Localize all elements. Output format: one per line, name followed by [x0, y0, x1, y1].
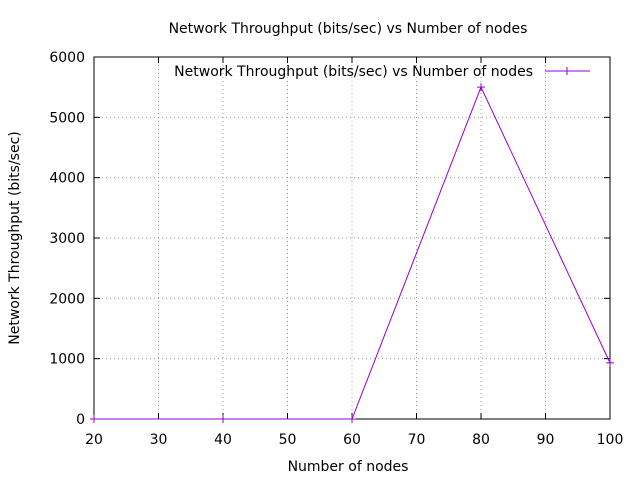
x-tick-label: 100	[597, 432, 624, 448]
x-tick-label: 80	[472, 432, 490, 448]
x-axis-label: Number of nodes	[288, 459, 409, 475]
axis-ticks: 20 30 40 50 60 70 80 90 100010002000300040005000…	[49, 50, 623, 448]
data-point	[348, 415, 356, 423]
data-point	[219, 415, 227, 423]
x-tick-label: 90	[537, 432, 555, 448]
x-tick-label: 70	[408, 432, 426, 448]
y-tick-label: 3000	[49, 231, 85, 247]
y-tick-label: 4000	[49, 171, 85, 187]
y-tick-label: 6000	[49, 50, 85, 66]
data-point	[90, 415, 98, 423]
x-tick-label: 50	[279, 432, 297, 448]
legend-entry-label: Network Throughput (bits/sec) vs Number …	[174, 64, 533, 80]
x-tick-label: 20	[85, 432, 103, 448]
y-tick-label: 5000	[49, 110, 85, 126]
chart-title: Network Throughput (bits/sec) vs Number …	[169, 21, 528, 37]
y-tick-label: 0	[76, 412, 85, 428]
y-tick-label: 1000	[49, 352, 85, 368]
data-point	[477, 83, 485, 92]
y-axis-label: Network Throughput (bits/sec)	[7, 131, 23, 344]
x-tick-label: 30	[150, 432, 168, 448]
x-tick-label: 60	[343, 432, 361, 448]
legend: Network Throughput (bits/sec) vs Number …	[174, 64, 590, 80]
series-layer	[90, 83, 614, 423]
legend-swatch-marker	[563, 67, 571, 75]
data-point	[606, 358, 614, 367]
x-tick-label: 40	[214, 432, 232, 448]
grid	[94, 57, 610, 419]
y-tick-label: 2000	[49, 291, 85, 307]
